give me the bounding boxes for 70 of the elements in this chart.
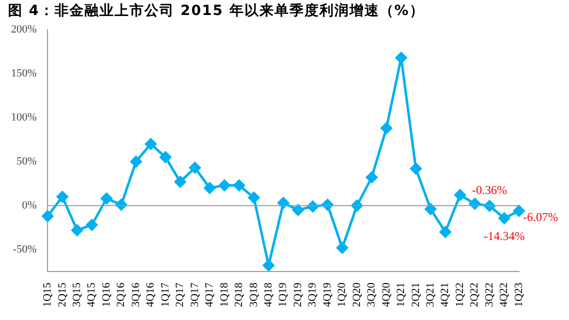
x-tick-label: 2Q17 bbox=[174, 282, 186, 308]
point bbox=[440, 226, 452, 238]
point bbox=[204, 182, 216, 194]
point bbox=[424, 203, 436, 215]
x-tick-label: 2Q16 bbox=[115, 282, 128, 308]
y-tick-label: 200% bbox=[10, 23, 37, 36]
point bbox=[42, 210, 54, 222]
x-tick-label: 1Q21 bbox=[395, 282, 408, 308]
x-tick-label: 1Q17 bbox=[159, 282, 172, 308]
y-tick-label: 100% bbox=[10, 111, 37, 124]
y-tick-label: 150% bbox=[10, 67, 37, 80]
point bbox=[380, 122, 392, 134]
x-tick-label: 4Q17 bbox=[204, 282, 216, 308]
x-tick-label: 3Q17 bbox=[188, 282, 201, 308]
point bbox=[145, 138, 157, 150]
x-tick-label: 1Q15 bbox=[42, 282, 54, 308]
x-tick-label: 4Q22 bbox=[498, 282, 510, 308]
point bbox=[174, 176, 186, 188]
point bbox=[513, 205, 525, 217]
y-tick-label: 50% bbox=[16, 155, 37, 168]
x-tick-label: 2Q15 bbox=[56, 282, 68, 308]
point bbox=[395, 52, 407, 64]
x-tick-label: 3Q21 bbox=[424, 282, 437, 308]
point bbox=[336, 242, 348, 254]
point bbox=[233, 180, 245, 192]
x-tick-label: 1Q22 bbox=[454, 282, 466, 308]
x-tick-label: 3Q18 bbox=[248, 282, 260, 308]
x-tick-label: 3Q20 bbox=[366, 282, 378, 308]
point bbox=[130, 156, 142, 168]
point bbox=[160, 151, 172, 163]
point bbox=[248, 192, 260, 204]
x-tick-label: 4Q16 bbox=[144, 282, 157, 308]
x-tick-label: 3Q16 bbox=[130, 282, 142, 308]
x-tick-label: 4Q21 bbox=[439, 282, 452, 308]
point bbox=[71, 224, 83, 236]
data-label: -6.07% bbox=[523, 210, 558, 224]
point bbox=[189, 162, 201, 174]
point bbox=[56, 191, 68, 203]
data-label: -0.36% bbox=[472, 182, 508, 197]
x-tick-label: 4Q15 bbox=[86, 282, 98, 308]
x-tick-label: 2Q19 bbox=[292, 282, 304, 308]
point bbox=[410, 162, 422, 174]
x-tick-label: 1Q19 bbox=[277, 282, 290, 308]
point bbox=[278, 197, 290, 209]
chart-title: 图 4：非金融业上市公司 2015 年以来单季度利润增速（%） bbox=[8, 2, 426, 20]
point bbox=[292, 204, 304, 216]
point bbox=[262, 260, 274, 272]
x-tick-label: 2Q22 bbox=[468, 282, 481, 308]
point bbox=[86, 219, 98, 231]
point bbox=[454, 189, 466, 201]
x-tick-label: 1Q16 bbox=[100, 282, 112, 308]
x-tick-label: 2Q18 bbox=[233, 282, 246, 308]
point bbox=[218, 180, 230, 192]
x-tick-label: 2Q20 bbox=[350, 282, 363, 308]
x-tick-label: 1Q23 bbox=[512, 282, 525, 308]
y-tick-label: 0% bbox=[22, 199, 37, 212]
x-tick-label: 4Q19 bbox=[321, 282, 334, 308]
x-tick-label: 3Q15 bbox=[71, 282, 84, 308]
x-tick-label: 2Q21 bbox=[410, 282, 422, 308]
x-tick-label: 4Q20 bbox=[380, 282, 392, 308]
x-tick-label: 4Q18 bbox=[262, 282, 274, 308]
point bbox=[498, 212, 510, 224]
x-tick-label: 3Q22 bbox=[483, 282, 496, 308]
x-tick-label: 3Q19 bbox=[306, 282, 319, 308]
point bbox=[366, 172, 378, 184]
point bbox=[100, 192, 112, 204]
y-tick-label: -50% bbox=[12, 243, 37, 256]
data-label: -14.34% bbox=[484, 229, 525, 244]
x-tick-label: 1Q18 bbox=[218, 282, 230, 308]
x-tick-label: 1Q20 bbox=[336, 282, 348, 308]
